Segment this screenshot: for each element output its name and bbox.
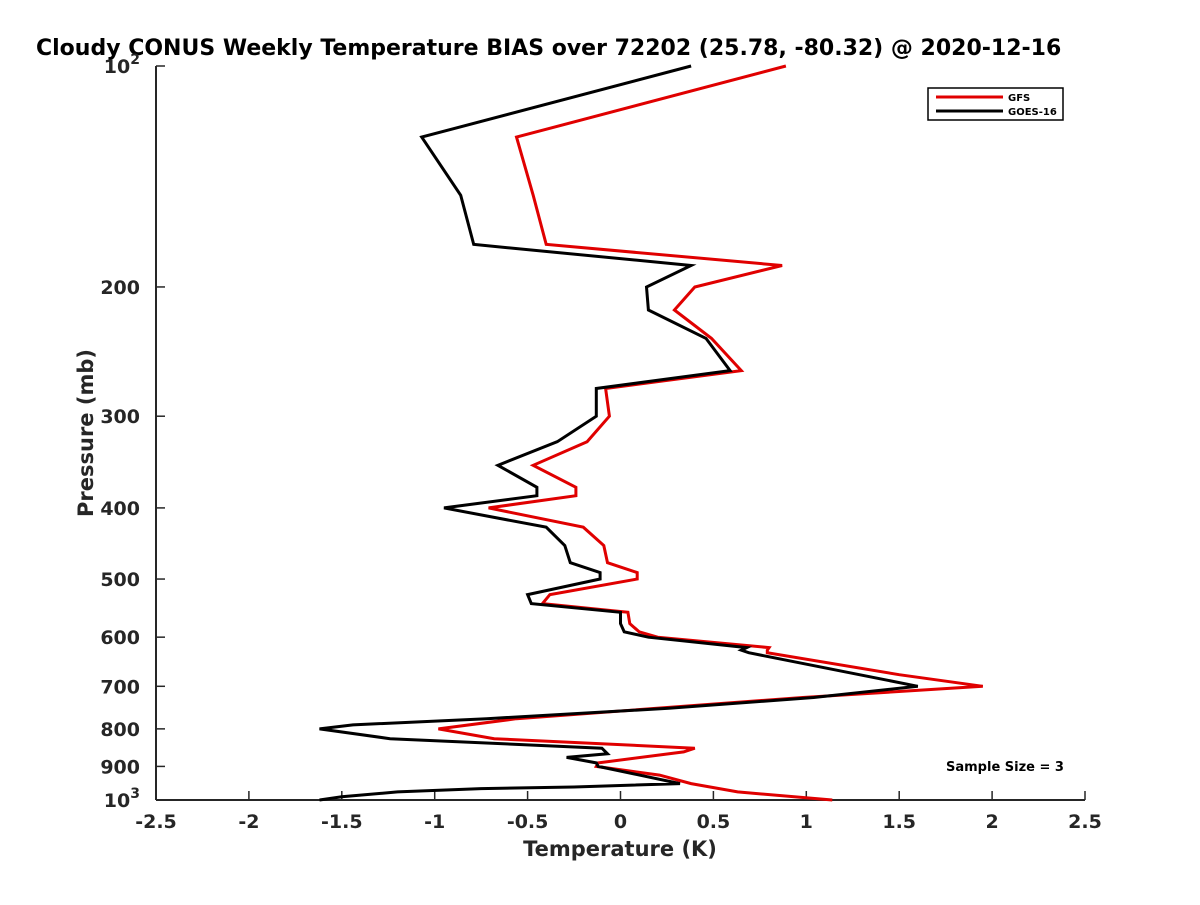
legend-box <box>927 87 1064 121</box>
x-tick-label: -2 <box>238 811 259 833</box>
y-axis-label: Pressure (mb) <box>74 349 98 517</box>
x-tick-label: -1.5 <box>321 811 363 833</box>
series-line-gfs <box>438 64 984 802</box>
legend-label-goes16: GOES-16 <box>1008 107 1057 118</box>
sample-size-annotation: Sample Size = 3 <box>946 760 1064 775</box>
chart-title: Cloudy CONUS Weekly Temperature BIAS ove… <box>36 36 1061 61</box>
x-axis-label: Temperature (K) <box>523 837 717 861</box>
legend-label-gfs: GFS <box>1008 93 1030 104</box>
y-axis-ticks: 102 200 300 400 500 600 700 800 900 103 <box>100 52 165 812</box>
y-tick-label: 400 <box>100 498 140 520</box>
series-lines <box>319 64 984 802</box>
y-tick-label: 300 <box>100 406 140 428</box>
y-tick-label: 500 <box>100 569 140 591</box>
x-tick-label: 1.5 <box>882 811 916 833</box>
y-tick-label: 102 <box>104 52 140 78</box>
x-tick-label: 0.5 <box>697 811 731 833</box>
y-tick-label: 103 <box>104 786 140 812</box>
y-tick-label: 900 <box>100 756 140 778</box>
y-tick-label: 600 <box>100 627 140 649</box>
x-tick-label: 1 <box>800 811 813 833</box>
x-axis-ticks: -2.5 -2 -1.5 -1 -0.5 0 0.5 1 1.5 2 2.5 <box>135 791 1102 833</box>
x-tick-label: 2 <box>985 811 998 833</box>
legend: GFS GOES-16 <box>927 87 1064 121</box>
x-tick-label: -1 <box>424 811 445 833</box>
y-tick-label: 800 <box>100 719 140 741</box>
y-tick-label: 200 <box>100 277 140 299</box>
series-line-goes-16 <box>319 64 919 802</box>
y-tick-label: 700 <box>100 676 140 698</box>
x-tick-label: -0.5 <box>507 811 549 833</box>
x-tick-label: 2.5 <box>1068 811 1102 833</box>
x-tick-label: -2.5 <box>135 811 177 833</box>
x-tick-label: 0 <box>614 811 627 833</box>
